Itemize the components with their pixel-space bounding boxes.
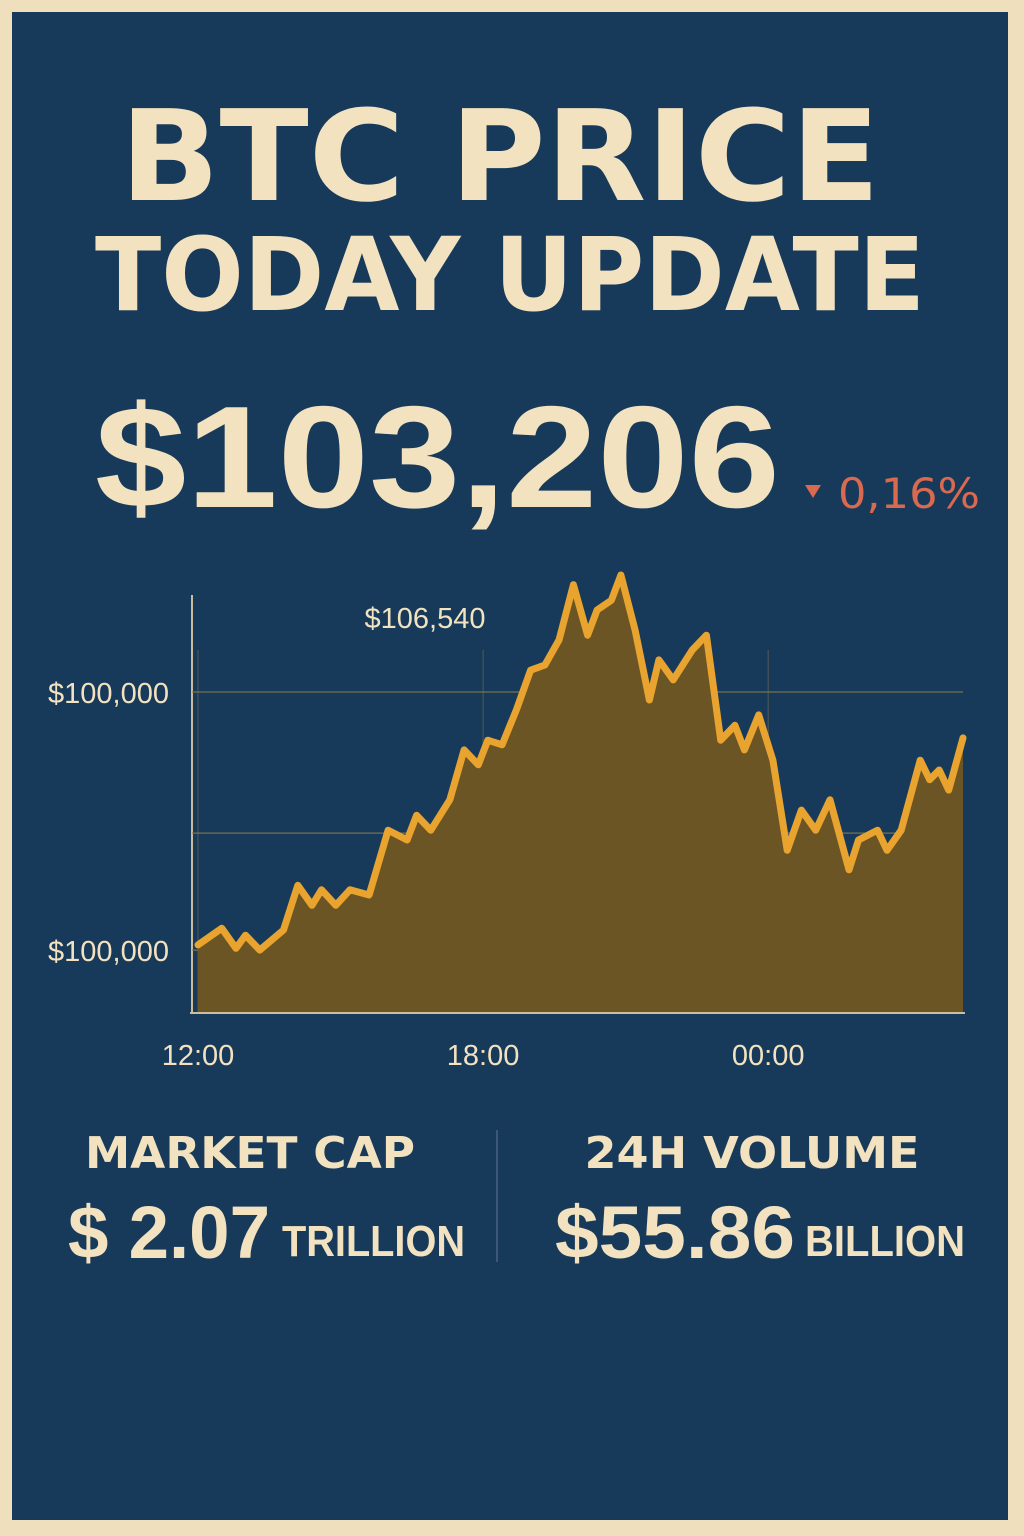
y-tick-label: $100,000 — [48, 936, 169, 968]
title-line-2: TODAY UPDATE — [95, 216, 925, 335]
line — [194, 571, 967, 954]
title-line-1: BTC PRICE — [120, 83, 880, 230]
down-arrow — [805, 485, 821, 498]
peak-label: $106,540 — [365, 603, 486, 635]
chart — [190, 571, 967, 1014]
stat-label: 24H VOLUME — [585, 1128, 920, 1179]
x-tick-label: 12:00 — [162, 1040, 235, 1072]
stat-unit: TRILLION — [282, 1217, 465, 1266]
y-tick-label: $100,000 — [48, 678, 169, 710]
stat-value: $ 2.07 — [68, 1191, 270, 1274]
price: $103,206 — [95, 376, 780, 538]
area — [198, 575, 963, 1012]
x-tick-label: 18:00 — [447, 1040, 520, 1072]
x-tick-label: 00:00 — [732, 1040, 805, 1072]
stat-label: MARKET CAP — [85, 1128, 415, 1179]
price-change: 0,16% — [838, 469, 980, 518]
stat-value: $55.86 — [555, 1191, 795, 1274]
stat-unit: BILLION — [805, 1217, 965, 1266]
